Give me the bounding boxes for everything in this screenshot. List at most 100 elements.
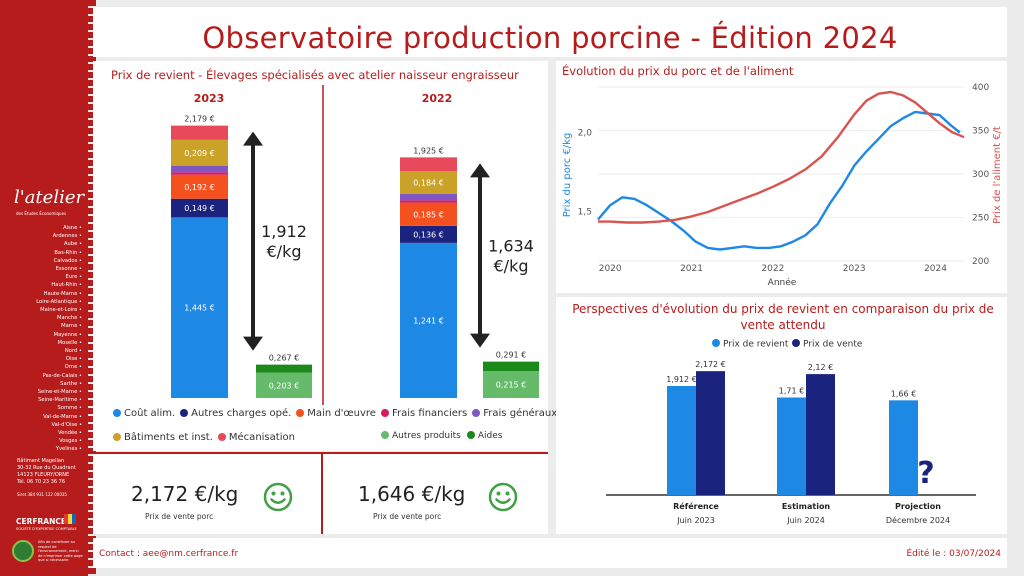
cost-bar-segment — [400, 200, 457, 203]
department-item: Haute-Marne • — [43, 290, 82, 297]
legend-label: Frais financiers — [391, 408, 468, 419]
legend-dot-icon — [217, 433, 226, 441]
edited-date: Édité le : 03/07/2024 — [906, 549, 1002, 559]
legend-label: Mécanisation — [228, 432, 295, 443]
department-item: Oise • — [65, 356, 82, 363]
cost-bar-segment — [400, 242, 457, 398]
year-label: 2023 — [194, 92, 225, 105]
legend-item: Bâtiments et inst. — [113, 432, 213, 443]
legend-item: Coût alim. — [113, 408, 175, 419]
x-tick: 2020 — [599, 264, 622, 274]
legend-label: Autres charges opé. — [191, 408, 292, 419]
department-item: Orne • — [64, 364, 82, 371]
arrow-head-icon — [470, 333, 490, 348]
kpi-label-2022: Prix de vente porc — [373, 512, 442, 521]
legend-label: Autres produits — [392, 431, 461, 441]
sale-price-bar — [806, 374, 835, 495]
product-bar-segment — [256, 372, 312, 398]
legend-label: Aides — [477, 431, 503, 441]
feed-price-line — [598, 90, 965, 224]
department-item: Haut-Rhin • — [51, 282, 82, 289]
perspectives-panel: Perspectives d'évolution du prix de revi… — [556, 297, 1007, 534]
legend-label: Prix de revient — [723, 340, 789, 350]
question-mark-icon: ? — [917, 456, 934, 491]
y-right-tick: 300 — [972, 170, 989, 180]
y-right-tick: 400 — [972, 83, 989, 93]
department-item: Ardennes • — [52, 233, 82, 240]
legend-item: Mécanisation — [217, 432, 295, 443]
net-cost-unit: €/kg — [267, 242, 302, 261]
bar-value-label: 2,172 € — [695, 360, 726, 369]
address-line: 30-32 Rue du Quadrant — [17, 465, 76, 471]
price-evolution-title: Évolution du prix du porc et de l'alimen… — [562, 64, 794, 78]
y-right-axis-label: Prix de l'aliment €/t — [992, 126, 1003, 224]
department-item: Nord • — [64, 348, 82, 355]
contact-text: Contact : aee@nm.cerfrance.fr — [99, 549, 239, 559]
category-label: Référence — [673, 501, 719, 511]
legend-label: Coût alim. — [124, 408, 176, 419]
atelier-logo: l'atelier — [14, 187, 85, 208]
cost-segment-label: 0,185 € — [413, 210, 444, 219]
category-label: Projection — [895, 502, 941, 511]
cost-price-bar — [889, 400, 918, 495]
cost-bar-segment — [171, 198, 228, 218]
year-label: 2022 — [422, 92, 453, 105]
legend-item: Autres charges opé. — [180, 408, 291, 419]
bar-value-label: 1,71 € — [779, 386, 804, 395]
y-left-tick: 2,0 — [578, 128, 593, 138]
legend-dot-icon — [712, 339, 720, 347]
cost-bar-segment — [171, 217, 228, 398]
arrow-head-icon — [243, 336, 263, 351]
address-block: Bâtiment Magellan 30-32 Rue du Quadrant 14… — [17, 458, 76, 486]
cerfrance-logo: CERFRANCE — [16, 517, 67, 526]
smiley-icon — [263, 482, 293, 512]
bar-value-label: 1,912 € — [666, 375, 697, 384]
legend-dot-icon — [380, 409, 389, 417]
product-segment-label: 0,215 € — [496, 381, 527, 390]
legend-label: Main d'œuvre — [307, 408, 376, 419]
cost-bar-segment — [171, 139, 228, 166]
y-right-tick: 250 — [972, 214, 989, 224]
department-item: Moselle • — [57, 339, 82, 346]
department-item: Somme • — [57, 405, 82, 412]
smiley-icon — [488, 482, 518, 512]
department-item: Calvados • — [53, 257, 82, 264]
department-item: Seine-et-Marne • — [37, 389, 82, 396]
legend-label: Prix de vente — [803, 340, 863, 350]
legend-label: Frais généraux — [483, 408, 558, 419]
department-item: Yvelines • — [55, 446, 82, 453]
earth-icon — [12, 540, 34, 562]
price-evolution-panel: Évolution du prix du porc et de l'alimen… — [556, 61, 1007, 293]
legend-label: Bâtiments et inst. — [124, 432, 213, 443]
department-item: Pas-de-Calais • — [42, 372, 82, 379]
legend-item: Aides — [466, 431, 503, 441]
cost-segment-label: 1,445 € — [184, 304, 215, 313]
cost-segment-label: 0,192 € — [184, 183, 215, 192]
cost-segment-label: 0,149 € — [184, 204, 215, 213]
siret-text: Siret 384 931 122 00035 — [17, 492, 67, 497]
cerfrance-mark-icon — [64, 514, 76, 524]
cost-total-label: 1,925 € — [413, 146, 444, 155]
cost-bar-segment — [171, 172, 228, 175]
perspectives-chart: Prix de revient Prix de vente 1,912 € 2,172… — [606, 339, 976, 525]
net-cost-unit: €/kg — [494, 257, 529, 276]
department-item: Bas-Rhin • — [54, 249, 82, 256]
department-item: Maine-et-Loire • — [40, 307, 82, 314]
x-tick: 2023 — [843, 264, 866, 274]
cost-panel: Prix de revient - Élevages spécialisés a… — [93, 61, 557, 451]
address-line: Tél. 06 70 23 36 76 — [17, 479, 66, 485]
kpi-panel: 2,172 €/kg Prix de vente porc 1,646 €/kg… — [93, 452, 548, 534]
sidebar: l'atelier des Études Économiques Aisne •… — [0, 0, 96, 576]
cost-price-bar — [667, 385, 696, 495]
product-total-label: 0,291 € — [496, 351, 527, 360]
y-left-axis-label: Prix du porc €/kg — [562, 133, 573, 218]
cost-segment-label: 0,136 € — [413, 230, 444, 239]
department-item: Loire-Atlantique • — [36, 298, 82, 305]
net-cost-value: 1,634 — [488, 237, 534, 256]
arrow-head-icon — [243, 131, 263, 146]
product-bar-segment — [483, 371, 539, 398]
department-item: Val-d'Oise • — [51, 421, 82, 428]
bar-value-label: 1,66 € — [891, 389, 916, 398]
department-item: Eure • — [65, 274, 82, 281]
legend-dot-icon — [113, 433, 121, 441]
